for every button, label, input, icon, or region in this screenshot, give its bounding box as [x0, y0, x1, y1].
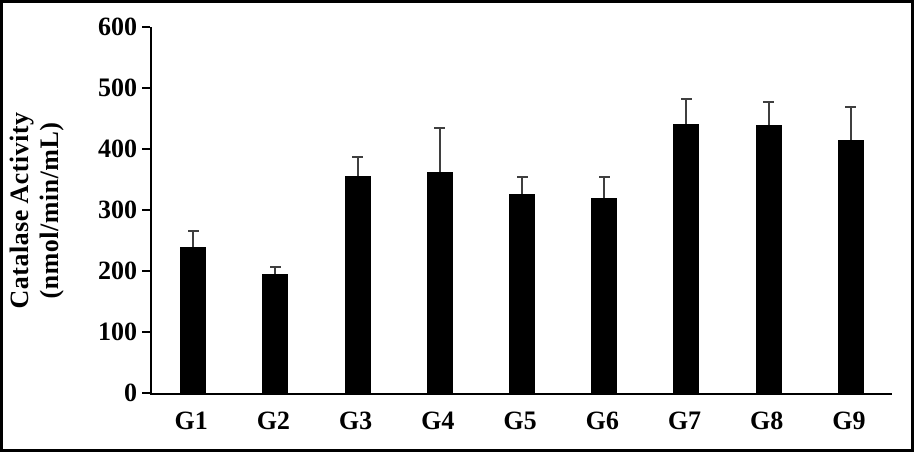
y-tick-label-500: 500: [98, 73, 137, 102]
error-bar-cap-G6: [598, 175, 610, 178]
x-tick-label-G8: G8: [750, 406, 784, 435]
error-bar-cap-G1: [187, 230, 199, 233]
x-tick-label-G7: G7: [667, 406, 702, 435]
error-bar-line-G9: [849, 105, 852, 141]
y-tick-label-600: 600: [98, 12, 137, 41]
y-tick-label-0: 0: [124, 378, 137, 407]
bar-G8: [755, 125, 782, 393]
error-bar-cap-G3: [352, 156, 364, 159]
x-tick-label-G1: G1: [174, 406, 208, 435]
error-bar-cap-G7: [680, 98, 692, 101]
bar-G1: [180, 246, 207, 393]
x-tick-label-G4: G4: [421, 406, 455, 435]
bar-G5: [509, 193, 535, 393]
y-tick-label-300: 300: [98, 195, 137, 224]
error-bar-cap-G8: [763, 100, 775, 103]
x-tick-label-G9: G9: [832, 406, 866, 435]
plot-area: [150, 27, 892, 395]
error-bar-line-G1: [192, 230, 195, 247]
y-tick-mark-600: [142, 26, 150, 28]
y-tick-label-400: 400: [98, 134, 137, 163]
error-bar-line-G5: [521, 176, 523, 194]
y-tick-mark-0: [142, 392, 150, 394]
y-tick-label-100: 100: [98, 317, 137, 346]
x-tick-label-G5: G5: [503, 406, 537, 435]
bar-G7: [673, 124, 700, 393]
error-bar-line-G4: [438, 127, 441, 172]
error-bar-line-G2: [274, 266, 277, 275]
error-bar-line-G8: [767, 100, 770, 126]
y-tick-label-200: 200: [98, 256, 137, 285]
bar-G9: [837, 140, 864, 393]
bar-G3: [344, 175, 371, 393]
y-tick-mark-100: [142, 331, 150, 333]
error-bar-line-G3: [356, 156, 359, 176]
error-bar-line-G7: [685, 98, 688, 124]
bar-G4: [426, 171, 453, 393]
bar-G2: [262, 274, 289, 393]
error-bar-cap-G5: [516, 176, 528, 179]
x-tick-label-G6: G6: [585, 406, 619, 435]
y-tick-mark-300: [142, 209, 150, 211]
y-tick-mark-400: [142, 148, 150, 150]
bar-G6: [591, 197, 618, 393]
x-tick-label-G3: G3: [338, 406, 373, 435]
y-tick-mark-200: [142, 270, 150, 272]
y-axis-title-line1: Catalase Activity: [5, 111, 34, 309]
error-bar-cap-G4: [434, 127, 446, 130]
y-tick-mark-500: [142, 87, 150, 89]
error-bar-line-G6: [603, 175, 606, 198]
error-bar-cap-G9: [845, 105, 857, 108]
error-bar-cap-G2: [269, 266, 281, 269]
x-tick-label-G2: G2: [256, 406, 290, 435]
